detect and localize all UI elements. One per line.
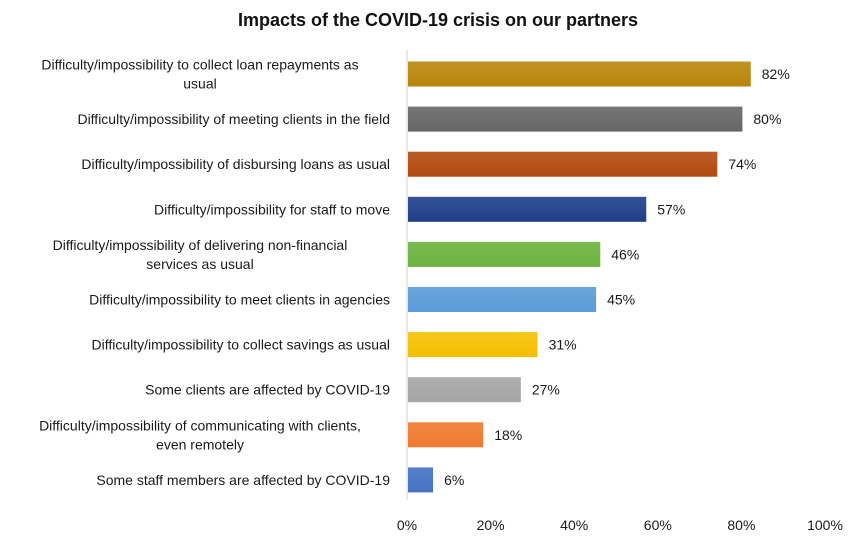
data-label: 46% (611, 246, 639, 262)
bar (408, 377, 521, 403)
data-label: 74% (728, 156, 756, 172)
category-label: Difficulty/impossibility to collect savi… (91, 337, 390, 353)
x-tick-label: 100% (807, 517, 843, 533)
x-tick-label: 60% (644, 517, 672, 533)
bar (408, 61, 751, 87)
data-label: 45% (607, 292, 635, 308)
x-tick-label: 40% (560, 517, 588, 533)
data-label: 31% (549, 337, 577, 353)
data-label: 82% (762, 66, 790, 82)
bar (408, 287, 597, 312)
bar (408, 467, 434, 493)
bar (408, 332, 538, 358)
category-label: Difficulty/impossibility to meet clients… (89, 292, 390, 308)
category-label: Difficulty/impossibility to collect loan… (41, 57, 358, 92)
category-label: Difficulty/impossibility of disbursing l… (81, 156, 390, 172)
bar (408, 196, 647, 222)
category-label: Difficulty/impossibility for staff to mo… (154, 201, 390, 217)
bar (408, 106, 743, 132)
x-tick-label: 0% (397, 517, 417, 533)
data-label: 6% (444, 472, 464, 488)
data-label: 57% (657, 201, 685, 217)
x-tick-label: 80% (727, 517, 755, 533)
data-label: 18% (494, 427, 522, 443)
data-label: 27% (532, 382, 560, 398)
data-label: 80% (753, 111, 781, 127)
chart-title: Impacts of the COVID-19 crisis on our pa… (237, 10, 639, 30)
category-label: Difficulty/impossibility of meeting clie… (77, 111, 390, 127)
category-label: Some clients are affected by COVID-19 (145, 382, 390, 398)
x-tick-label: 20% (477, 517, 505, 533)
bar (408, 241, 601, 267)
bar (408, 151, 718, 177)
category-label: Difficulty/impossibility of delivering n… (53, 237, 348, 272)
category-label: Difficulty/impossibility of communicatin… (39, 417, 361, 452)
bar (408, 422, 484, 448)
category-label: Some staff members are affected by COVID… (96, 472, 390, 488)
